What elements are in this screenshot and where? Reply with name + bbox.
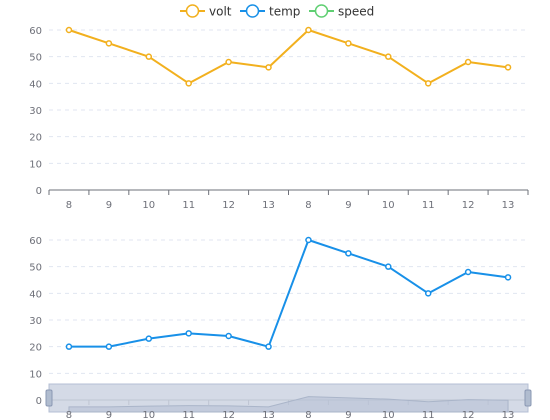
legend-item-speed[interactable]: speed bbox=[309, 4, 374, 19]
series-line-volt bbox=[68, 29, 509, 85]
y-tick-label: 50 bbox=[29, 263, 42, 274]
x-tick-label: 10 bbox=[142, 200, 155, 211]
x-tick-label: 12 bbox=[462, 410, 475, 420]
data-point[interactable] bbox=[385, 263, 392, 270]
x-tick-label: 10 bbox=[142, 410, 155, 420]
data-point[interactable] bbox=[225, 332, 232, 340]
x-tick-label: 8 bbox=[305, 410, 311, 420]
x-tick-label: 9 bbox=[106, 200, 112, 211]
y-tick-label: 20 bbox=[29, 133, 42, 144]
legend-circle-icon bbox=[245, 4, 260, 18]
x-tick-label: 11 bbox=[422, 410, 435, 420]
y-tick-label: 10 bbox=[29, 159, 42, 170]
x-tick-label: 12 bbox=[462, 200, 475, 211]
data-point[interactable] bbox=[265, 64, 272, 71]
data-point[interactable] bbox=[305, 236, 312, 244]
data-point[interactable] bbox=[464, 268, 472, 276]
data-point[interactable] bbox=[305, 26, 312, 34]
legend-label: temp bbox=[269, 5, 300, 19]
data-point[interactable] bbox=[504, 64, 512, 71]
y-tick-label: 0 bbox=[36, 186, 42, 197]
data-point[interactable] bbox=[424, 80, 432, 87]
data-point[interactable] bbox=[145, 335, 153, 342]
data-point[interactable] bbox=[265, 343, 272, 350]
data-point[interactable] bbox=[65, 26, 73, 34]
y-tick-label: 30 bbox=[29, 316, 42, 327]
data-point[interactable] bbox=[424, 290, 432, 297]
legend-label: speed bbox=[338, 5, 374, 19]
data-point[interactable] bbox=[504, 274, 512, 281]
legend-circle-icon bbox=[314, 4, 329, 18]
x-tick-label: 9 bbox=[106, 410, 112, 420]
zoom-handle-right[interactable] bbox=[524, 389, 532, 407]
data-point[interactable] bbox=[105, 343, 113, 350]
data-point[interactable] bbox=[65, 343, 73, 350]
x-tick-label: 11 bbox=[182, 410, 195, 420]
y-tick-label: 30 bbox=[29, 106, 42, 117]
y-tick-label: 10 bbox=[29, 369, 42, 380]
data-point[interactable] bbox=[145, 53, 153, 60]
x-tick-label: 11 bbox=[422, 200, 435, 211]
data-point[interactable] bbox=[345, 250, 352, 257]
x-tick-label: 13 bbox=[502, 200, 515, 211]
x-tick-label: 9 bbox=[345, 410, 351, 420]
data-point[interactable] bbox=[464, 58, 472, 66]
data-point[interactable] bbox=[225, 58, 232, 66]
x-tick-label: 8 bbox=[66, 410, 72, 420]
x-tick-label: 11 bbox=[182, 200, 195, 211]
y-tick-label: 40 bbox=[29, 79, 42, 90]
x-tick-label: 9 bbox=[345, 200, 351, 211]
zoom-handle-left[interactable] bbox=[45, 389, 53, 407]
y-tick-label: 60 bbox=[29, 236, 42, 247]
series-line-temp bbox=[68, 239, 509, 348]
data-point[interactable] bbox=[105, 40, 113, 47]
y-tick-label: 20 bbox=[29, 343, 42, 354]
data-point[interactable] bbox=[345, 40, 352, 47]
legend-item-volt[interactable]: volt bbox=[180, 4, 232, 19]
x-tick-label: 13 bbox=[262, 410, 275, 420]
legend-label: volt bbox=[209, 5, 232, 19]
x-tick-label: 10 bbox=[382, 200, 395, 211]
x-tick-label: 13 bbox=[262, 200, 275, 211]
data-point[interactable] bbox=[185, 330, 192, 337]
y-tick-label: 50 bbox=[29, 53, 42, 64]
legend-circle-icon bbox=[185, 4, 200, 18]
y-tick-label: 0 bbox=[36, 396, 42, 407]
x-tick-label: 12 bbox=[222, 410, 235, 420]
legend-item-temp[interactable]: temp bbox=[240, 4, 300, 19]
y-tick-label: 60 bbox=[29, 26, 42, 37]
y-tick-label: 40 bbox=[29, 289, 42, 300]
data-zoom-preview bbox=[68, 396, 509, 413]
data-point[interactable] bbox=[185, 80, 192, 87]
x-tick-label: 8 bbox=[66, 200, 72, 211]
x-tick-label: 10 bbox=[382, 410, 395, 420]
data-point[interactable] bbox=[385, 53, 392, 60]
x-tick-label: 8 bbox=[305, 200, 311, 211]
x-tick-label: 13 bbox=[502, 410, 515, 420]
x-tick-label: 12 bbox=[222, 200, 235, 211]
